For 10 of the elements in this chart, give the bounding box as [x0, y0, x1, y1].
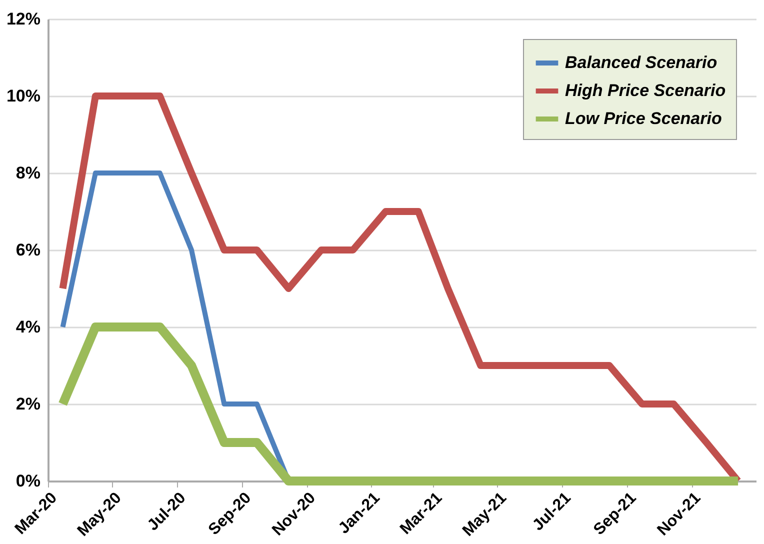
y-tick-label: 12% [6, 10, 40, 28]
y-tick-label: 4% [16, 318, 40, 336]
y-tick-label: 0% [16, 472, 40, 490]
legend-label: Balanced Scenario [565, 53, 718, 72]
legend-label: High Price Scenario [565, 81, 726, 100]
y-tick-label: 8% [16, 164, 40, 182]
y-tick-label: 2% [16, 394, 40, 414]
legend-label: Low Price Scenario [565, 109, 722, 128]
y-tick-label: 6% [16, 240, 40, 260]
y-tick-label: 10% [6, 86, 40, 106]
